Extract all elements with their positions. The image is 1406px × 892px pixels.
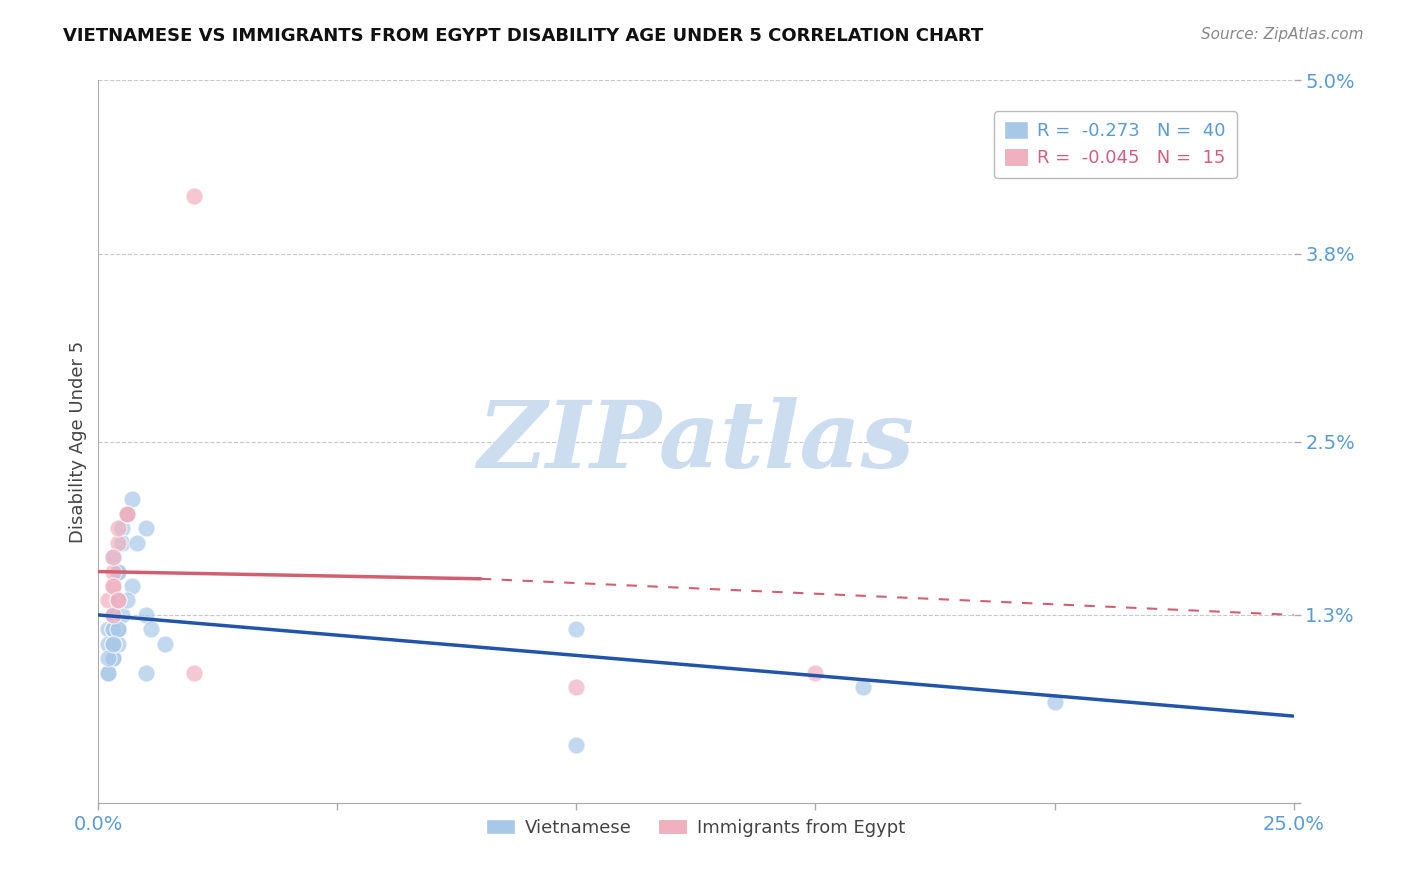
Point [804, 665, 827, 680]
Point [107, 593, 129, 607]
Point [121, 579, 143, 593]
Point [852, 680, 875, 694]
Point [107, 623, 129, 637]
Point [101, 623, 124, 637]
Point [139, 623, 162, 637]
Point [107, 593, 129, 607]
Point [1043, 695, 1066, 709]
Point [101, 579, 124, 593]
Point [101, 637, 124, 651]
Point [101, 651, 124, 665]
Point [183, 665, 205, 680]
Point [107, 535, 129, 549]
Point [111, 535, 134, 549]
Point [97, 593, 120, 607]
Point [101, 607, 124, 622]
Point [565, 623, 588, 637]
Point [101, 579, 124, 593]
Point [107, 565, 129, 579]
Point [183, 189, 205, 203]
Point [101, 607, 124, 622]
Point [107, 521, 129, 535]
Point [107, 593, 129, 607]
Point [101, 637, 124, 651]
Y-axis label: Disability Age Under 5: Disability Age Under 5 [69, 341, 87, 542]
Point [107, 565, 129, 579]
Point [107, 623, 129, 637]
Point [97, 637, 120, 651]
Point [97, 665, 120, 680]
Point [101, 550, 124, 565]
Point [565, 680, 588, 694]
Point [155, 637, 177, 651]
Point [101, 550, 124, 565]
Point [111, 521, 134, 535]
Point [135, 607, 157, 622]
Point [115, 593, 138, 607]
Text: ZIPatlas: ZIPatlas [478, 397, 914, 486]
Point [115, 507, 138, 521]
Point [101, 607, 124, 622]
Point [101, 651, 124, 665]
Point [565, 738, 588, 752]
Text: Source: ZipAtlas.com: Source: ZipAtlas.com [1201, 27, 1364, 42]
Point [107, 623, 129, 637]
Point [97, 651, 120, 665]
Point [101, 623, 124, 637]
Point [121, 492, 143, 507]
Point [135, 665, 157, 680]
Legend: Vietnamese, Immigrants from Egypt: Vietnamese, Immigrants from Egypt [479, 812, 912, 845]
Point [111, 607, 134, 622]
Point [115, 507, 138, 521]
Point [107, 637, 129, 651]
Point [135, 521, 157, 535]
Point [97, 665, 120, 680]
Point [101, 565, 124, 579]
Point [125, 535, 148, 549]
Text: VIETNAMESE VS IMMIGRANTS FROM EGYPT DISABILITY AGE UNDER 5 CORRELATION CHART: VIETNAMESE VS IMMIGRANTS FROM EGYPT DISA… [63, 27, 984, 45]
Point [101, 607, 124, 622]
Point [97, 623, 120, 637]
Point [115, 507, 138, 521]
Point [115, 507, 138, 521]
